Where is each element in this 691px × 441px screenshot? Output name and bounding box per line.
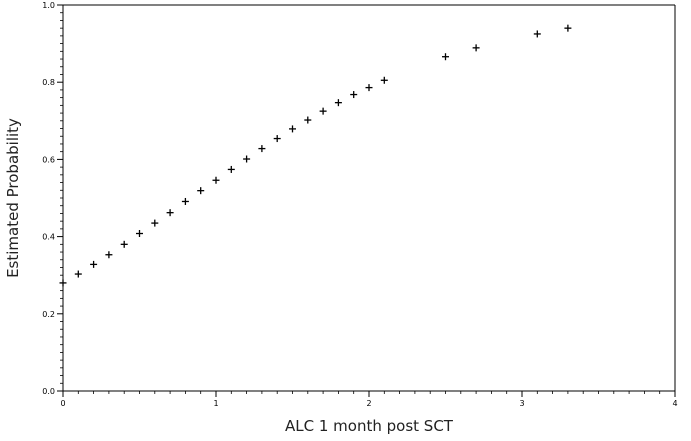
data-point: [564, 24, 572, 32]
data-point: [365, 84, 373, 92]
data-point: [380, 76, 388, 84]
data-points: [59, 24, 572, 287]
y-tick-label: 0.6: [42, 155, 55, 164]
x-axis-ticks: 0 1 2 3 4: [60, 391, 678, 408]
data-point: [105, 251, 113, 259]
data-point: [59, 279, 67, 287]
data-point: [166, 209, 174, 217]
data-point: [212, 176, 220, 184]
x-tick-label: 3: [519, 399, 524, 408]
data-point: [197, 187, 205, 195]
data-point: [304, 116, 312, 124]
y-tick-label: 0.4: [42, 233, 55, 242]
plot-frame: [62, 4, 676, 392]
data-point: [334, 99, 342, 107]
x-tick-label: 2: [366, 399, 371, 408]
y-tick-label: 0.0: [42, 387, 55, 396]
data-point: [258, 145, 266, 153]
data-point: [273, 135, 281, 143]
data-point: [151, 219, 159, 227]
data-point: [181, 197, 189, 205]
x-tick-label: 4: [672, 399, 677, 408]
data-point: [442, 53, 449, 61]
data-point: [243, 155, 251, 163]
data-point: [289, 125, 296, 133]
x-tick-label: 1: [213, 399, 218, 408]
data-point: [472, 44, 480, 52]
y-axis-title: Estimated Probability: [4, 118, 22, 278]
x-tick-label: 0: [60, 399, 65, 408]
data-point: [533, 30, 541, 38]
data-point: [350, 91, 358, 99]
data-point: [120, 240, 128, 248]
data-point: [319, 107, 327, 115]
data-point: [227, 165, 235, 173]
y-tick-label: 0.2: [42, 310, 55, 319]
data-point: [136, 230, 143, 238]
data-point: [74, 270, 82, 278]
y-tick-label: 1.0: [42, 1, 55, 10]
y-axis-ticks: 0.0 0.2 0.4 0.6 0.8 1.0: [42, 1, 63, 396]
data-point: [90, 260, 98, 268]
y-tick-label: 0.8: [42, 78, 55, 87]
x-axis-title: ALC 1 month post SCT: [285, 417, 454, 435]
